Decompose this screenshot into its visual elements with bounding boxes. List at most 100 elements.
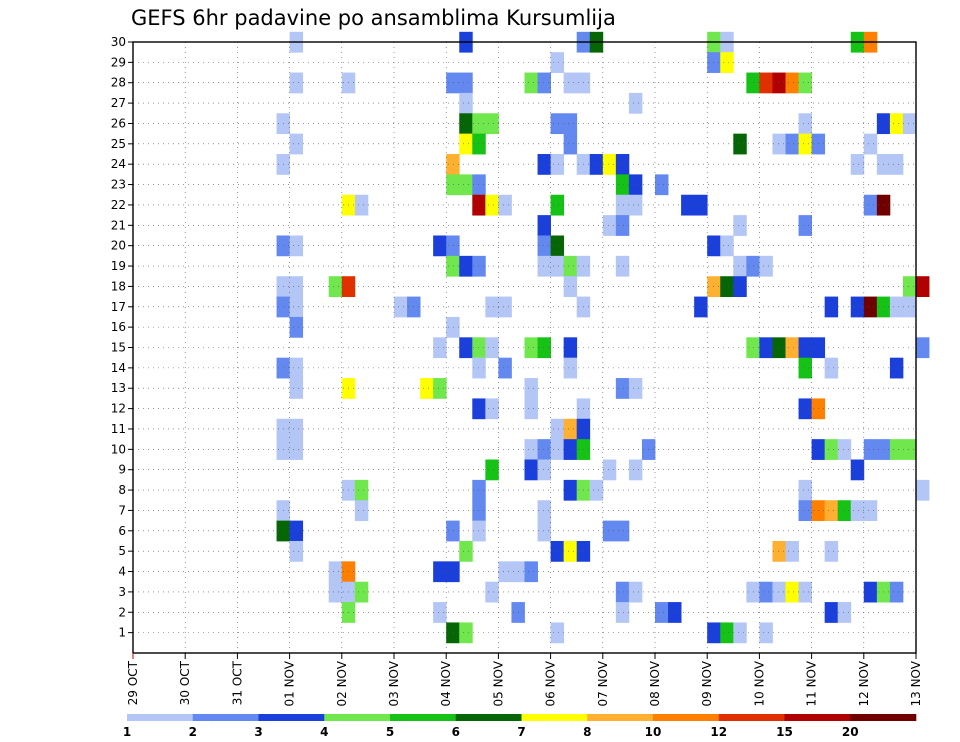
heatmap-cell [550,418,565,440]
x-axis-ticks: 29 OCT 30 OCT 31 OCT 01 NOV 02 NOV 03 NOV 04 N… [126,653,923,707]
heatmap-cell [563,357,578,379]
heatmap-cell [472,194,486,216]
heatmap-cell [902,439,917,460]
x-tick-label: 08 NOV [648,660,662,706]
colorbar-label: 5 [386,725,394,739]
heatmap-cell [446,622,460,644]
heatmap-cells [276,31,930,644]
heatmap-cell [550,113,565,135]
colorbar-swatch [850,714,917,721]
heatmap-cell [798,479,812,501]
heatmap-cell [733,215,747,236]
colorbar-swatch [718,714,785,721]
heatmap-cell [433,561,447,583]
heatmap-cell [328,581,343,603]
heatmap-cell [824,540,839,562]
heatmap-cell [563,113,578,135]
heatmap-cell [889,581,904,603]
heatmap-cell [615,194,630,216]
heatmap-cell [328,276,343,297]
y-tick-label: 15 [111,341,126,355]
heatmap-cell [628,459,643,481]
colorbar-swatch [587,714,654,721]
y-tick-label: 24 [111,157,126,171]
heatmap-cell [628,194,643,216]
heatmap-cell [785,540,799,562]
heatmap-cell [863,296,878,318]
heatmap-cell [615,520,630,542]
colorbar-swatch [784,714,851,721]
heatmap-cell [550,52,565,73]
heatmap-cell [433,337,447,359]
y-tick-label: 30 [111,35,126,49]
heatmap-cell [472,398,486,420]
heatmap-cell [824,602,839,623]
heatmap-cell [759,72,773,94]
heatmap-cell [720,276,734,297]
heatmap-cell [589,479,604,501]
heatmap-cell [889,439,904,460]
grid-lines [133,41,916,653]
colorbar-swatch [653,714,720,721]
heatmap-cell [472,133,486,155]
heatmap-cell [472,255,486,277]
colorbar-swatch [390,714,457,721]
heatmap-cell [498,561,512,583]
heatmap-cell [837,602,852,623]
heatmap-cell [537,215,551,236]
heatmap-cell [798,113,812,135]
heatmap-cell [733,133,747,155]
heatmap-cell [550,154,565,175]
heatmap-cell [537,520,551,542]
heatmap-cell [681,194,695,216]
heatmap-cell [628,92,643,114]
heatmap-cell [850,500,865,522]
heatmap-cell [785,72,799,94]
y-tick-label: 29 [111,55,126,69]
heatmap-cell [446,72,460,94]
y-tick-label: 23 [111,178,126,192]
heatmap-cell [289,296,304,318]
heatmap-cell [524,72,538,94]
heatmap-cell [563,133,578,155]
heatmap-cell [498,357,512,379]
colorbar-swatch [455,714,522,721]
heatmap-cell [459,72,473,94]
x-tick-label: 03 NOV [387,660,401,706]
heatmap-cell [433,235,447,257]
heatmap-cell [563,337,578,359]
heatmap-cell [863,194,878,216]
heatmap-cell [889,154,904,175]
colorbar-swatch [324,714,391,721]
heatmap-cell [459,92,473,114]
heatmap-cell [459,337,473,359]
heatmap-cell [498,194,512,216]
x-tick-label: 30 OCT [178,660,192,705]
heatmap-cell [824,500,839,522]
heatmap-cell [446,561,460,583]
heatmap-cell [798,398,812,420]
heatmap-cell [289,357,304,379]
heatmap-cell [472,479,486,501]
y-tick-label: 25 [111,137,126,151]
heatmap-cell [537,154,551,175]
heatmap-cell [615,255,630,277]
heatmap-cell [459,113,473,135]
heatmap-cell [863,439,878,460]
heatmap-cell [902,113,917,135]
colorbar-swatch [192,714,259,721]
y-tick-label: 12 [111,402,126,416]
heatmap-cell [289,72,304,94]
y-tick-label: 16 [111,320,126,334]
heatmap-cell [889,296,904,318]
heatmap-cell [433,378,447,399]
heatmap-cell [459,622,473,644]
heatmap-cell [720,52,734,73]
x-tick-label: 29 OCT [126,660,140,705]
heatmap-cell [485,459,499,481]
heatmap-cell [537,439,551,460]
y-tick-label: 21 [111,218,126,232]
heatmap-cell [485,337,499,359]
heatmap-cell [289,439,304,460]
y-tick-label: 14 [111,361,126,375]
